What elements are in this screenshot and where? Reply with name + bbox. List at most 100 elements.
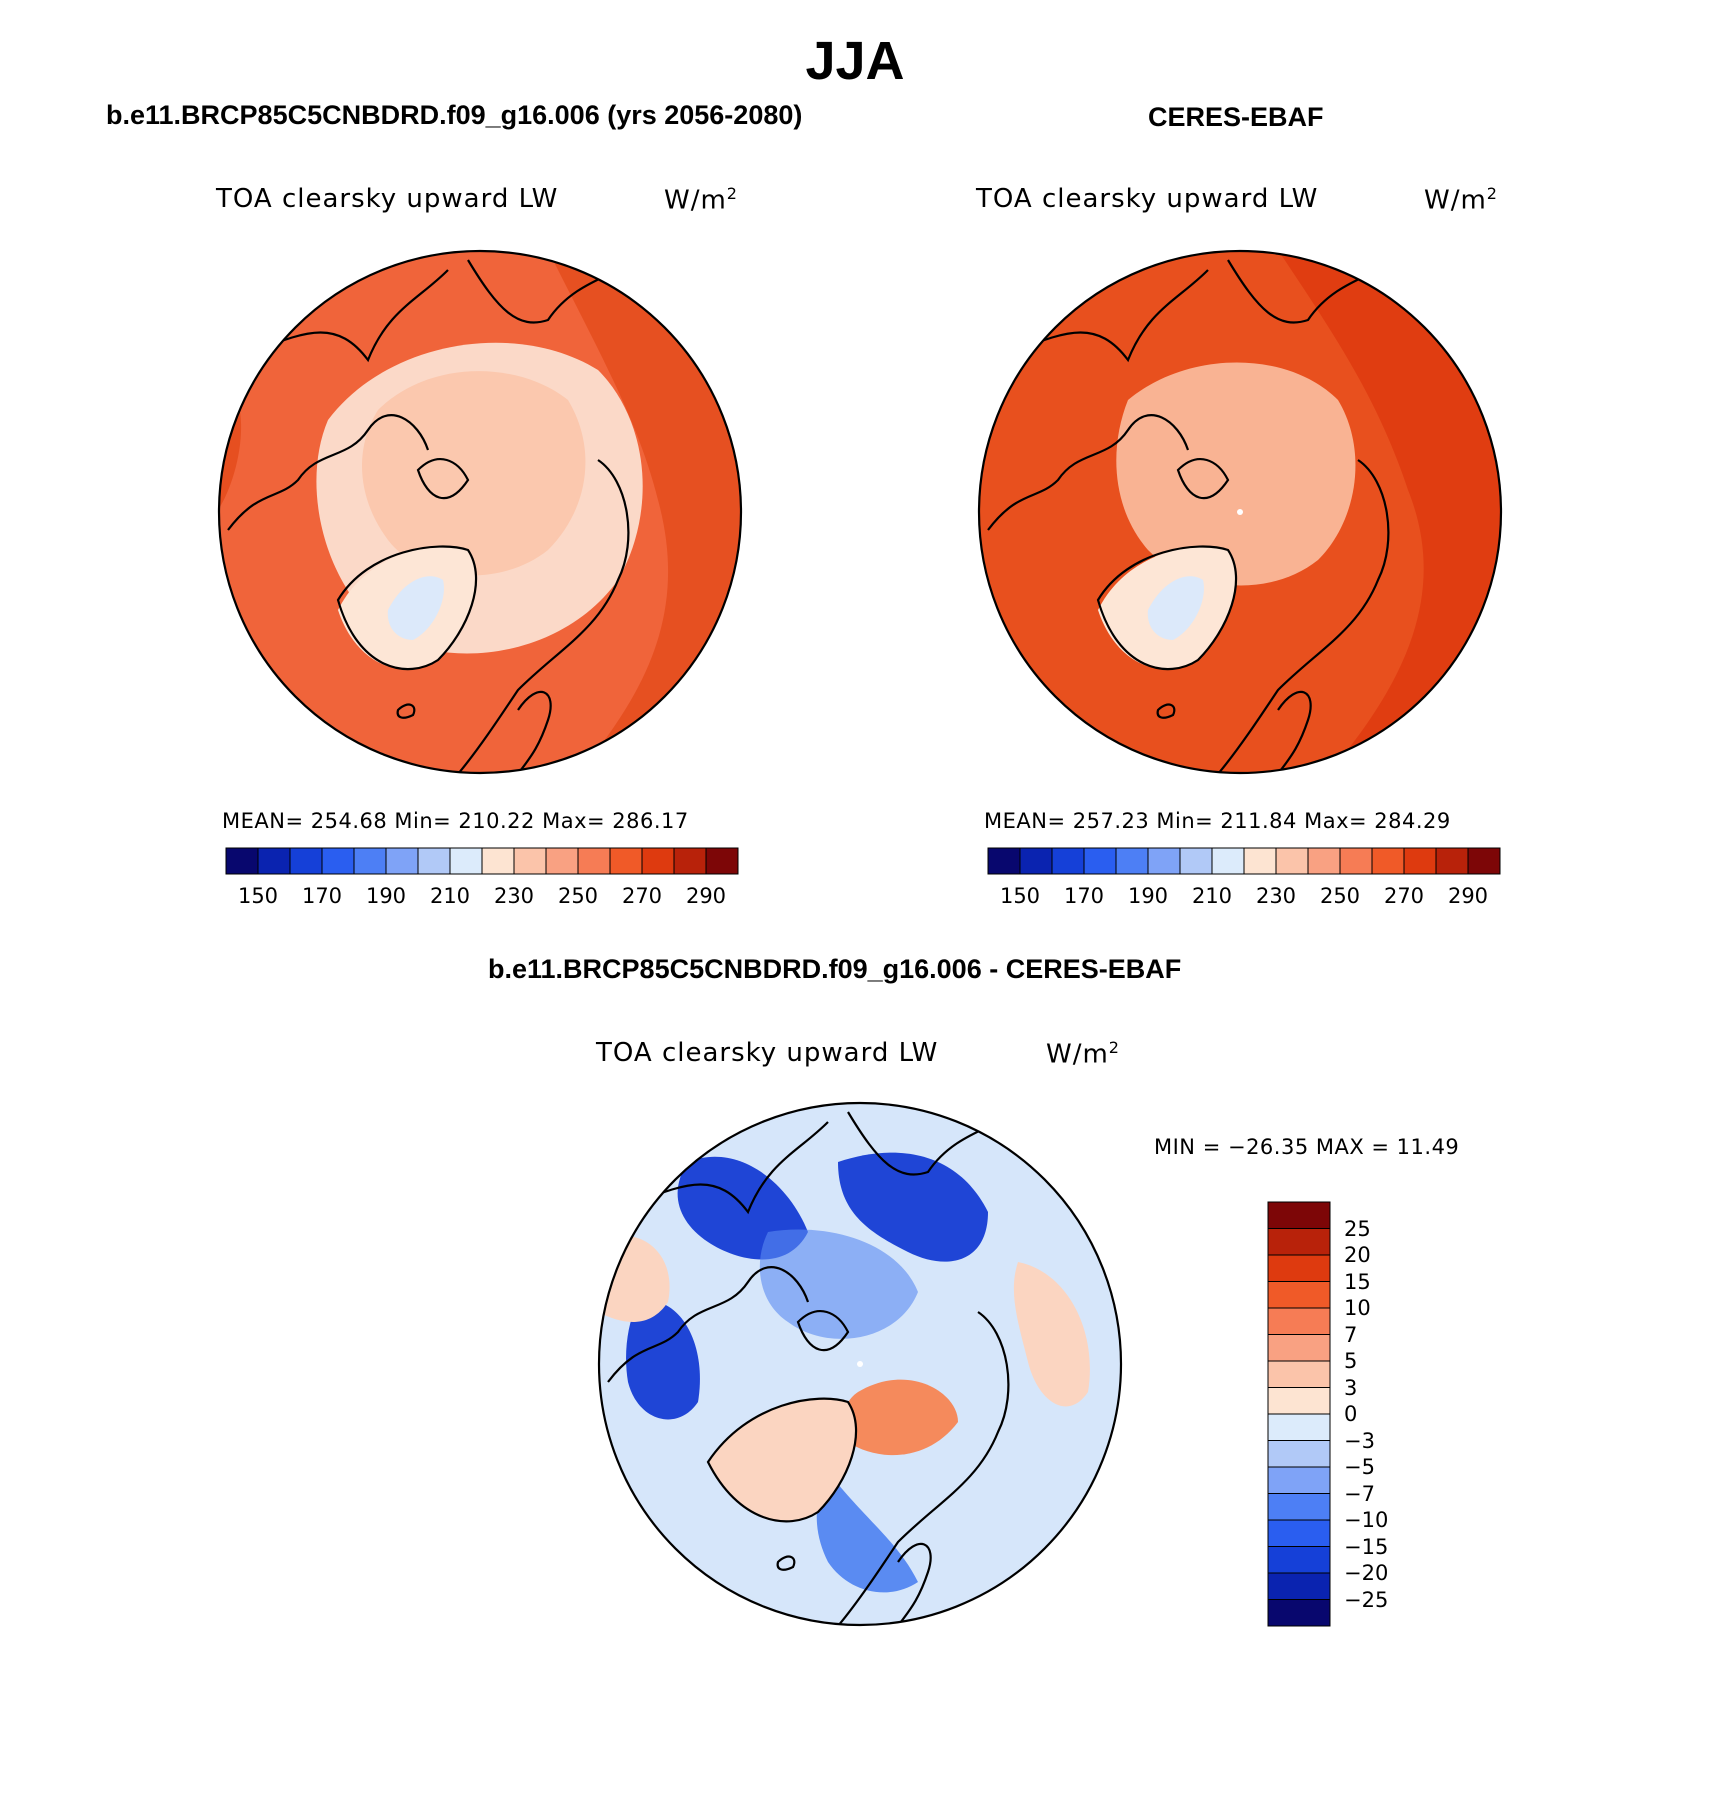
- obs-colorbar-tick-label: 210: [1191, 884, 1233, 908]
- obs-colorbar-tick-label: 190: [1127, 884, 1169, 908]
- diff-colorbar-swatch: [1267, 1201, 1331, 1229]
- obs-colorbar-swatch: [1019, 847, 1053, 875]
- model-colorbar-swatch: [385, 847, 419, 875]
- diff-pale-positive-east: [1013, 1262, 1090, 1407]
- model-colorbar-tick-label: 230: [493, 884, 535, 908]
- diff-colorbar-swatch: [1267, 1493, 1331, 1521]
- model-colorbar-ticks: 150 170 190 210 230 250 270 290: [226, 884, 738, 910]
- obs-colorbar-ticks: 150 170 190 210 230 250 270 290: [988, 884, 1500, 910]
- diff-greenland: [708, 1398, 857, 1522]
- obs-panel-title: CERES-EBAF: [1148, 102, 1324, 132]
- obs-map-border: [977, 249, 1503, 775]
- diff-colorbar-swatch: [1267, 1413, 1331, 1441]
- diff-colorbar-swatch: [1267, 1519, 1331, 1547]
- obs-pole-marker: [1237, 509, 1243, 515]
- diff-colorbar-tick-label: −10: [1344, 1508, 1389, 1532]
- diff-colorbar-swatch: [1267, 1281, 1331, 1309]
- diff-deep-negative-north: [838, 1152, 988, 1262]
- obs-central-arctic: [1116, 362, 1356, 586]
- model-colorbar-swatch: [513, 847, 547, 875]
- diff-colorbar-tick-label: 5: [1344, 1349, 1358, 1373]
- obs-colorbar-swatch: [1339, 847, 1373, 875]
- model-colorbar-swatch: [641, 847, 675, 875]
- diff-colorbar-tick-label: 15: [1344, 1269, 1371, 1294]
- model-central-arctic: [361, 371, 586, 576]
- diff-units-label: W/m2: [1046, 1038, 1120, 1070]
- diff-colorbar-tick-label: 3: [1344, 1375, 1358, 1400]
- model-colorbar-swatch: [481, 847, 515, 875]
- model-colorbar-swatch: [289, 847, 323, 875]
- diff-minmax: MIN = −26.35 MAX = 11.49: [1154, 1135, 1460, 1159]
- obs-units-base: W/m: [1424, 185, 1487, 216]
- diff-colorbar-tick-label: −7: [1344, 1481, 1375, 1506]
- diff-colorbar-tick-label: 25: [1344, 1216, 1371, 1241]
- obs-colorbar-swatch: [1051, 847, 1085, 875]
- model-units-exp: 2: [726, 184, 738, 203]
- diff-colorbar-swatch: [1267, 1228, 1331, 1256]
- diff-variable-label: TOA clearsky upward LW: [596, 1038, 939, 1068]
- model-colorbar-swatch: [705, 847, 739, 875]
- obs-colorbar-swatch: [1403, 847, 1437, 875]
- model-colorbar-swatch: [417, 847, 451, 875]
- obs-colorbar: [987, 847, 1501, 875]
- diff-colorbar-swatch: [1267, 1387, 1331, 1415]
- diff-colorbar-tick-label: 10: [1344, 1296, 1371, 1320]
- model-units-label: W/m2: [664, 184, 738, 216]
- obs-colorbar-tick-label: 270: [1383, 884, 1425, 908]
- model-colorbar-swatch: [577, 847, 611, 875]
- diff-units-base: W/m: [1046, 1039, 1109, 1070]
- diff-colorbar-swatch: [1267, 1440, 1331, 1468]
- main-title: JJA: [805, 31, 905, 91]
- diff-deep-negative-canada: [626, 1300, 700, 1420]
- model-colorbar-swatch: [257, 847, 291, 875]
- model-colorbar-tick-label: 270: [621, 884, 663, 908]
- model-colorbar-swatch: [545, 847, 579, 875]
- diff-colorbar-swatch: [1267, 1599, 1331, 1627]
- diff-panel-title: b.e11.BRCP85C5CNBDRD.f09_g16.006 - CERES…: [488, 954, 1182, 984]
- diff-colorbar-ticks: 25 20 15 10 7 5 3 0 −3 −5 −7 −10 −15 −20 −25: [1344, 1202, 1424, 1626]
- diff-units-exp: 2: [1108, 1038, 1120, 1057]
- model-map-border: [217, 249, 743, 775]
- diff-colorbar-swatch: [1267, 1334, 1331, 1362]
- diff-colorbar-swatch: [1267, 1360, 1331, 1388]
- diff-mid-negative-arctic: [759, 1229, 918, 1339]
- model-colorbar-tick-label: 170: [301, 884, 343, 908]
- model-colorbar-tick-label: 210: [429, 884, 471, 908]
- obs-colorbar-tick-label: 150: [999, 884, 1041, 908]
- diff-colorbar-swatch: [1267, 1254, 1331, 1282]
- diff-positive-barents: [842, 1379, 958, 1456]
- model-coastlines: [227, 259, 630, 773]
- diff-colorbar-swatch: [1267, 1466, 1331, 1494]
- diff-pole-marker: [857, 1361, 863, 1367]
- diff-colorbar-tick-label: −15: [1344, 1534, 1389, 1559]
- obs-colorbar-swatch: [1307, 847, 1341, 875]
- diff-colorbar-tick-label: 0: [1344, 1402, 1358, 1426]
- obs-colorbar-swatch: [1211, 847, 1245, 875]
- obs-polar-map: [977, 249, 1503, 775]
- diff-polar-map: [597, 1101, 1123, 1627]
- model-colorbar-tick-label: 250: [557, 884, 599, 908]
- model-colorbar-tick-label: 290: [685, 884, 727, 908]
- model-polar-map: [217, 249, 743, 775]
- obs-coastlines: [987, 259, 1390, 773]
- model-colorbar-swatch: [321, 847, 355, 875]
- model-colorbar-tick-label: 190: [365, 884, 407, 908]
- obs-stats: MEAN= 257.23 Min= 211.84 Max= 284.29: [984, 809, 1451, 833]
- model-colorbar-swatch: [353, 847, 387, 875]
- obs-variable-label: TOA clearsky upward LW: [976, 184, 1319, 214]
- obs-warm-region: [1278, 251, 1501, 773]
- model-colorbar-tick-label: 150: [237, 884, 279, 908]
- model-panel-title: b.e11.BRCP85C5CNBDRD.f09_g16.006 (yrs 20…: [106, 100, 803, 130]
- diff-colorbar-tick-label: −5: [1344, 1455, 1375, 1479]
- obs-colorbar-swatch: [1275, 847, 1309, 875]
- diff-colorbar-tick-label: 7: [1344, 1322, 1358, 1347]
- diff-colorbar-tick-label: −25: [1344, 1587, 1389, 1612]
- model-colorbar-swatch: [225, 847, 259, 875]
- model-colorbar-swatch: [449, 847, 483, 875]
- obs-colorbar-swatch: [1083, 847, 1117, 875]
- obs-colorbar-tick-label: 170: [1063, 884, 1105, 908]
- model-ice-sheet: [387, 576, 444, 640]
- obs-ice-sheet: [1147, 576, 1204, 640]
- obs-colorbar-swatch: [1147, 847, 1181, 875]
- diff-colorbar-tick-label: −20: [1344, 1561, 1389, 1585]
